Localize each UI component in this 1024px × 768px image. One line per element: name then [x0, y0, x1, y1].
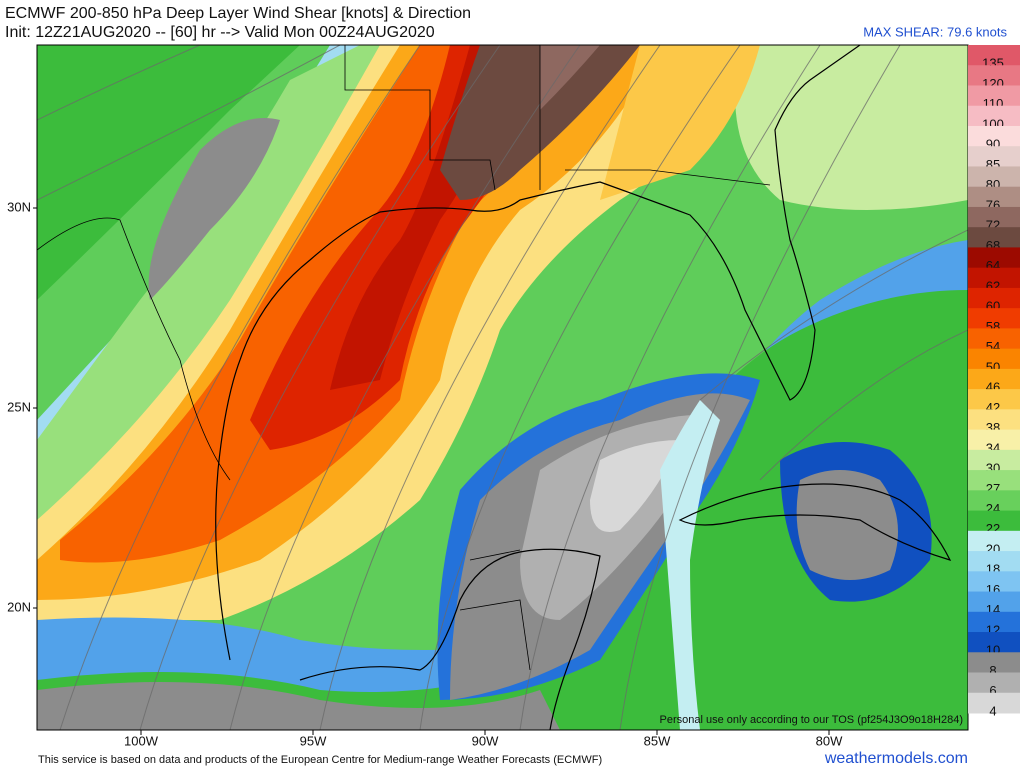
colorbar-swatch	[968, 125, 1020, 147]
colorbar-label: 8	[989, 663, 996, 678]
title: ECMWF 200-850 hPa Deep Layer Wind Shear …	[5, 5, 471, 22]
colorbar-swatch	[968, 146, 1020, 167]
colorbar-label: 4	[989, 703, 996, 718]
colorbar-swatch	[968, 429, 1020, 451]
colorbar-swatch	[968, 85, 1020, 107]
colorbar-swatch	[968, 328, 1020, 350]
lon-label: 80W	[816, 733, 843, 748]
colorbar-swatch	[968, 287, 1020, 309]
colorbar-swatch	[968, 490, 1020, 512]
max-shear: MAX SHEAR: 79.6 knots	[863, 24, 1007, 39]
site-link[interactable]: weathermodels.com	[824, 750, 968, 767]
colorbar-swatch	[968, 267, 1020, 289]
colorbar-swatch	[968, 449, 1020, 471]
colorbar-swatch	[968, 591, 1020, 613]
lon-label: 100W	[124, 733, 159, 748]
lat-label: 30N	[7, 199, 31, 214]
colorbar-swatch	[968, 470, 1020, 491]
colorbar-swatch	[968, 227, 1020, 248]
colorbar-swatch	[968, 389, 1020, 410]
colorbar-label: 6	[989, 683, 996, 698]
colorbar-swatch	[968, 348, 1020, 370]
attribution: This service is based on data and produc…	[38, 754, 602, 766]
colorbar-swatch	[968, 571, 1020, 593]
colorbar-swatch	[968, 409, 1020, 431]
colorbar-swatch	[968, 611, 1020, 633]
colorbar-swatch	[968, 308, 1020, 329]
lat-label: 20N	[7, 599, 31, 614]
lat-label: 25N	[7, 399, 31, 414]
colorbar-swatch	[968, 551, 1020, 572]
lon-label: 95W	[300, 733, 327, 748]
tos-note: Personal use only according to our TOS (…	[660, 714, 964, 726]
colorbar-swatch	[968, 692, 1020, 714]
colorbar-swatch	[968, 105, 1020, 127]
colorbar-swatch	[968, 65, 1020, 86]
init-line: Init: 12Z21AUG2020 -- [60] hr --> Valid …	[5, 24, 435, 41]
colorbar-swatch	[968, 247, 1020, 269]
colorbar-swatch	[968, 186, 1020, 208]
colorbar-swatch	[968, 530, 1020, 552]
colorbar-swatch	[968, 672, 1020, 694]
colorbar-swatch	[968, 652, 1020, 674]
lon-label: 90W	[472, 733, 499, 748]
colorbar-swatch	[968, 166, 1020, 188]
colorbar-swatch	[968, 206, 1020, 228]
shear-field	[37, 45, 968, 730]
colorbar-swatch	[968, 632, 1020, 653]
colorbar-swatch	[968, 45, 1020, 66]
colorbar-swatch	[968, 368, 1020, 390]
lon-label: 85W	[644, 733, 671, 748]
colorbar-swatch	[968, 510, 1020, 532]
